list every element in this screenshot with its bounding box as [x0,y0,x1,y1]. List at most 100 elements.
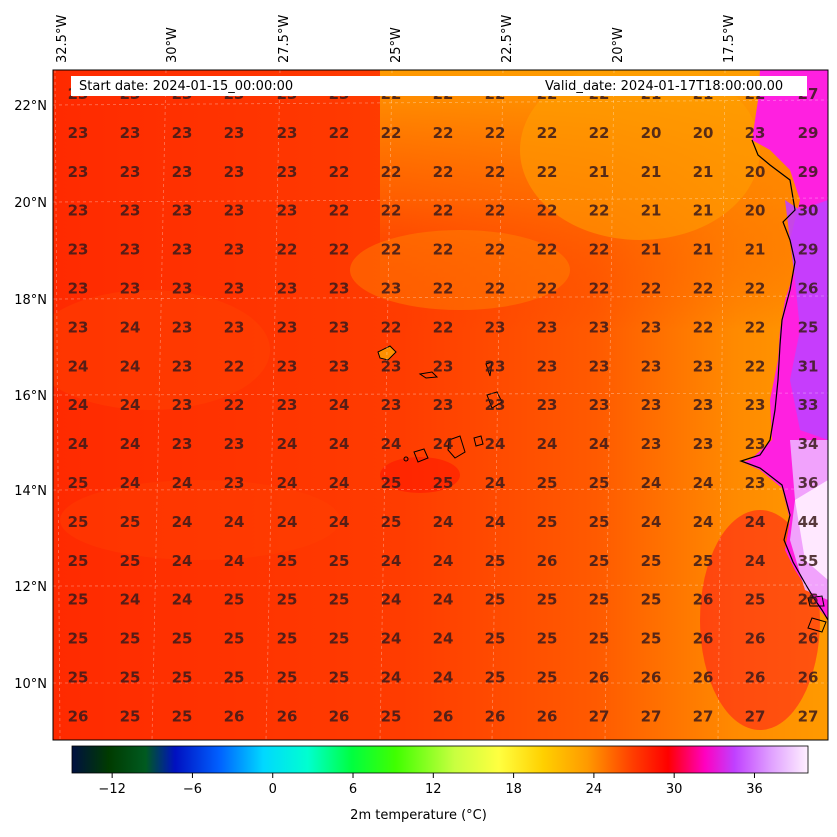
temperature-value: 22 [537,124,558,142]
temperature-value: 23 [537,357,558,375]
temperature-value: 25 [277,630,298,648]
temperature-value-grid: 23 23 23 23 23 23 22 22 22 22 22 21 21 22 27 23 23 23 23 23… [68,85,819,725]
temperature-value: 24 [433,513,454,531]
temperature-value: 25 [329,630,350,648]
colorbar-tick-label: −12 [98,782,125,797]
latitude-tick-label: 10°N [14,677,47,692]
temperature-value: 24 [120,474,141,492]
temperature-value: 23 [120,163,141,181]
longitude-tick-label: 32.5°W [55,15,70,63]
start-date-label: Start date: 2024-01-15_00:00:00 [79,79,294,94]
longitude-tick-label: 25°W [389,27,404,63]
temperature-value: 25 [329,552,350,570]
temperature-value: 23 [68,318,89,336]
colorbar [71,745,809,774]
temperature-value: 25 [485,630,506,648]
temperature-value: 25 [589,513,610,531]
colorbar-tick-label: 6 [349,782,357,797]
temperature-value: 22 [589,202,610,220]
temperature-value: 26 [589,669,610,687]
temperature-value: 23 [277,280,298,298]
temperature-value: 23 [172,280,193,298]
temperature-value: 25 [537,630,558,648]
temperature-value: 24 [381,591,402,609]
temperature-value: 24 [68,357,89,375]
temperature-value: 25 [381,513,402,531]
temperature-value: 23 [277,202,298,220]
temperature-value: 22 [745,318,766,336]
temperature-value: 23 [277,124,298,142]
temperature-value: 23 [745,474,766,492]
temperature-value: 35 [798,552,819,570]
temperature-value: 36 [798,474,819,492]
temperature-value: 26 [693,591,714,609]
temperature-value: 25 [381,474,402,492]
temperature-value: 23 [172,124,193,142]
temperature-value: 22 [693,318,714,336]
longitude-tick-label: 22.5°W [500,15,515,63]
temperature-value: 24 [381,669,402,687]
temperature-value: 23 [537,396,558,414]
temperature-value: 23 [641,435,662,453]
temperature-field: 23 23 23 23 23 23 22 22 22 22 22 21 21 22 27 23 23 23 23 23… [53,70,828,740]
temperature-value: 25 [433,474,454,492]
temperature-value: 25 [68,513,89,531]
temperature-value: 23 [589,318,610,336]
temperature-value: 25 [172,669,193,687]
temperature-value: 22 [589,124,610,142]
temperature-value: 23 [120,280,141,298]
temperature-value: 24 [745,552,766,570]
temperature-value: 22 [329,124,350,142]
temperature-value: 23 [224,435,245,453]
temperature-value: 20 [641,124,662,142]
longitude-tick-label: 30°W [165,27,180,63]
temperature-value: 22 [537,280,558,298]
temperature-value: 22 [433,280,454,298]
temperature-value: 23 [693,435,714,453]
temperature-value: 26 [537,707,558,725]
temperature-value: 22 [537,202,558,220]
temperature-value: 24 [68,396,89,414]
temperature-value: 23 [641,396,662,414]
temperature-value: 26 [641,669,662,687]
colorbar-tick-label: 12 [425,782,442,797]
temperature-value: 23 [120,202,141,220]
temperature-value: 25 [120,513,141,531]
temperature-value: 29 [798,241,819,259]
temperature-value: 22 [537,241,558,259]
latitude-tick-label: 12°N [14,580,47,595]
temperature-value: 24 [277,513,298,531]
temperature-value: 25 [485,591,506,609]
temperature-value: 26 [329,707,350,725]
temperature-value: 24 [120,357,141,375]
temperature-value: 21 [693,202,714,220]
temperature-value: 26 [798,630,819,648]
temperature-value: 24 [433,435,454,453]
colorbar-tick-label: 24 [586,782,603,797]
temperature-value: 21 [745,241,766,259]
temperature-value: 20 [693,124,714,142]
temperature-value: 29 [798,124,819,142]
temperature-value: 23 [433,396,454,414]
temperature-value: 24 [172,552,193,570]
temperature-value: 23 [589,396,610,414]
temperature-value: 22 [537,163,558,181]
temperature-value: 21 [693,241,714,259]
temperature-value: 25 [329,591,350,609]
temperature-value: 24 [329,513,350,531]
temperature-value: 24 [433,591,454,609]
temperature-value: 34 [798,435,819,453]
temperature-value: 25 [641,591,662,609]
temperature-value: 22 [485,124,506,142]
temperature-value: 23 [381,396,402,414]
temperature-value: 22 [381,241,402,259]
temperature-value: 22 [277,241,298,259]
temperature-value: 20 [745,202,766,220]
temperature-value: 25 [277,669,298,687]
temperature-value: 26 [277,707,298,725]
temperature-value: 23 [224,280,245,298]
temperature-value: 23 [277,357,298,375]
temperature-value: 25 [120,630,141,648]
temperature-value: 24 [277,435,298,453]
